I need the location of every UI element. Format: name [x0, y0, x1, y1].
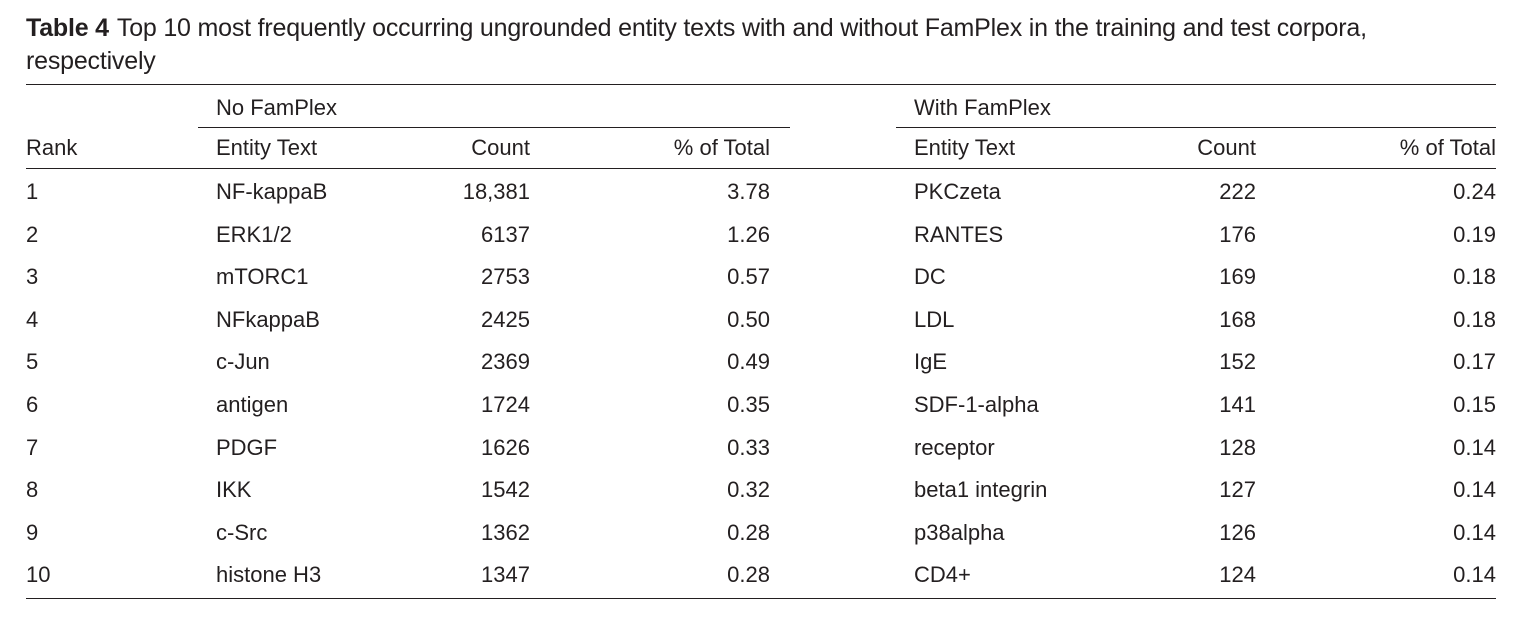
cell-wf-pct: 0.24: [1453, 179, 1496, 204]
cell-nf-pct: 0.32: [727, 477, 770, 502]
cell-wf-entity-text: CD4+: [914, 562, 971, 587]
cell-nf-entity-text: c-Src: [216, 520, 268, 545]
cell-rank: 7: [26, 435, 39, 460]
column-header-wf-count: Count: [1197, 135, 1256, 160]
cell-nf-count: 1362: [481, 520, 530, 545]
cell-rank: 6: [26, 392, 39, 417]
top-rule: [26, 84, 1496, 85]
cell-rank: 4: [26, 307, 39, 332]
cell-wf-entity-text: IgE: [914, 349, 948, 374]
cell-nf-pct: 0.50: [727, 307, 770, 332]
cell-wf-entity-text: LDL: [914, 307, 955, 332]
cell-wf-entity-text: beta1 integrin: [914, 477, 1048, 502]
cell-wf-entity-text: DC: [914, 264, 946, 289]
cell-wf-pct: 0.19: [1453, 222, 1496, 247]
cell-wf-pct: 0.18: [1453, 264, 1496, 289]
cell-nf-entity-text: NFkappaB: [216, 307, 320, 332]
cell-nf-entity-text: ERK1/2: [216, 222, 292, 247]
cell-wf-pct: 0.18: [1453, 307, 1496, 332]
cell-nf-pct: 0.33: [727, 435, 770, 460]
column-header-wf-entity-text: Entity Text: [914, 135, 1016, 160]
cell-wf-pct: 0.14: [1453, 435, 1496, 460]
cell-wf-count: 126: [1219, 520, 1256, 545]
group-rule-no-famplex: [198, 127, 790, 128]
cell-wf-count: 168: [1219, 307, 1256, 332]
cell-rank: 5: [26, 349, 39, 374]
cell-wf-count: 128: [1219, 435, 1256, 460]
cell-wf-pct: 0.14: [1453, 562, 1496, 587]
table-label: Table 4: [26, 14, 109, 42]
table-caption: Table 4 Top 10 most frequently occurring …: [26, 12, 1486, 78]
cell-wf-count: 169: [1219, 264, 1256, 289]
cell-nf-pct: 3.78: [727, 179, 770, 204]
header-rule: [26, 168, 1496, 169]
cell-nf-entity-text: NF-kappaB: [216, 179, 328, 204]
column-header-nf-count: Count: [471, 135, 530, 160]
column-header-wf-pct: % of Total: [1399, 135, 1496, 160]
cell-wf-count: 124: [1219, 562, 1256, 587]
cell-wf-pct: 0.14: [1453, 477, 1496, 502]
group-header-with-famplex: With FamPlex: [914, 95, 1051, 120]
cell-nf-entity-text: antigen: [216, 392, 289, 417]
cell-nf-count: 2425: [481, 307, 530, 332]
cell-nf-count: 1626: [481, 435, 530, 460]
table-caption-text: Top 10 most frequently occurring ungroun…: [26, 14, 1367, 75]
cell-nf-count: 1724: [481, 392, 530, 417]
group-header-no-famplex: No FamPlex: [216, 95, 338, 120]
cell-wf-count: 176: [1219, 222, 1256, 247]
cell-rank: 1: [26, 179, 39, 204]
cell-nf-pct: 0.57: [727, 264, 770, 289]
cell-nf-count: 18,381: [462, 179, 530, 204]
cell-wf-entity-text: PKCzeta: [914, 179, 1001, 204]
cell-wf-pct: 0.14: [1453, 520, 1496, 545]
cell-rank: 10: [26, 562, 51, 587]
cell-rank: 3: [26, 264, 39, 289]
cell-rank: 9: [26, 520, 39, 545]
cell-wf-entity-text: receptor: [914, 435, 995, 460]
cell-wf-pct: 0.17: [1453, 349, 1496, 374]
bottom-rule: [26, 598, 1496, 599]
cell-wf-entity-text: RANTES: [914, 222, 1004, 247]
column-header-rank: Rank: [26, 135, 78, 160]
cell-nf-pct: 0.35: [727, 392, 770, 417]
cell-wf-count: 222: [1219, 179, 1256, 204]
cell-nf-count: 2369: [481, 349, 530, 374]
cell-nf-entity-text: histone H3: [216, 562, 322, 587]
cell-nf-entity-text: PDGF: [216, 435, 278, 460]
cell-wf-count: 152: [1219, 349, 1256, 374]
cell-nf-entity-text: IKK: [216, 477, 252, 502]
column-header-nf-entity-text: Entity Text: [216, 135, 318, 160]
cell-nf-pct: 0.49: [727, 349, 770, 374]
cell-nf-count: 1542: [481, 477, 530, 502]
cell-rank: 2: [26, 222, 39, 247]
cell-nf-pct: 1.26: [727, 222, 770, 247]
group-rule-with-famplex: [896, 127, 1496, 128]
cell-nf-count: 6137: [481, 222, 530, 247]
cell-rank: 8: [26, 477, 39, 502]
cell-nf-pct: 0.28: [727, 562, 770, 587]
cell-wf-pct: 0.15: [1453, 392, 1496, 417]
cell-nf-count: 2753: [481, 264, 530, 289]
cell-nf-count: 1347: [481, 562, 530, 587]
cell-wf-entity-text: SDF-1-alpha: [914, 392, 1039, 417]
cell-nf-pct: 0.28: [727, 520, 770, 545]
column-header-nf-pct: % of Total: [673, 135, 770, 160]
cell-nf-entity-text: c-Jun: [216, 349, 270, 374]
cell-wf-count: 127: [1219, 477, 1256, 502]
cell-nf-entity-text: mTORC1: [216, 264, 309, 289]
cell-wf-entity-text: p38alpha: [914, 520, 1005, 545]
cell-wf-count: 141: [1219, 392, 1256, 417]
